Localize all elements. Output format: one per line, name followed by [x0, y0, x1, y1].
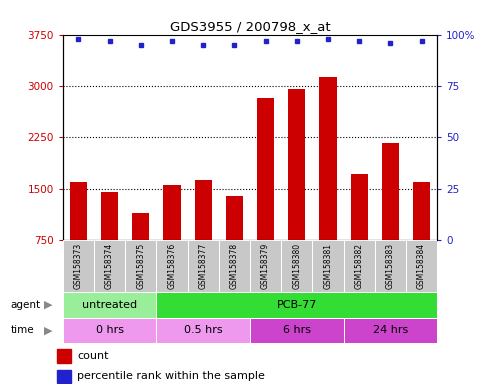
Bar [406, 240, 437, 292]
Text: GSM158376: GSM158376 [168, 243, 176, 289]
Bar [250, 318, 343, 343]
Text: GSM158383: GSM158383 [386, 243, 395, 289]
Bar [413, 182, 430, 240]
Text: GSM158373: GSM158373 [74, 243, 83, 289]
Text: time: time [11, 325, 34, 336]
Text: PCB-77: PCB-77 [277, 300, 317, 310]
Text: agent: agent [11, 300, 41, 310]
Text: 0.5 hrs: 0.5 hrs [184, 325, 223, 336]
Text: GSM158382: GSM158382 [355, 243, 364, 289]
Text: GSM158378: GSM158378 [230, 243, 239, 289]
Bar [132, 213, 149, 240]
Bar [63, 240, 94, 292]
Bar [101, 192, 118, 240]
Text: GSM158379: GSM158379 [261, 243, 270, 289]
Text: untreated: untreated [82, 300, 137, 310]
Text: GSM158380: GSM158380 [292, 243, 301, 289]
Text: GSM158381: GSM158381 [324, 243, 332, 289]
Bar [382, 144, 399, 240]
Text: 0 hrs: 0 hrs [96, 325, 124, 336]
Text: count: count [77, 351, 109, 361]
Text: GSM158375: GSM158375 [136, 243, 145, 289]
Bar [63, 292, 156, 318]
Bar [351, 174, 368, 240]
Text: GSM158384: GSM158384 [417, 243, 426, 289]
Bar [250, 240, 281, 292]
Bar [375, 240, 406, 292]
Bar [195, 180, 212, 240]
Bar [70, 182, 87, 240]
Bar [288, 89, 305, 240]
Bar [313, 240, 343, 292]
Bar [163, 185, 181, 240]
Bar [63, 318, 156, 343]
Text: percentile rank within the sample: percentile rank within the sample [77, 371, 265, 381]
Bar [226, 196, 243, 240]
Bar [187, 240, 219, 292]
Text: GSM158377: GSM158377 [199, 243, 208, 289]
Bar [257, 98, 274, 240]
Bar [156, 318, 250, 343]
Title: GDS3955 / 200798_x_at: GDS3955 / 200798_x_at [170, 20, 330, 33]
Bar [156, 292, 437, 318]
Text: GSM158374: GSM158374 [105, 243, 114, 289]
Text: ▶: ▶ [44, 300, 53, 310]
Bar [57, 370, 71, 383]
Bar [156, 240, 187, 292]
Bar [343, 240, 375, 292]
Bar [343, 318, 437, 343]
Text: ▶: ▶ [44, 325, 53, 336]
Bar [281, 240, 313, 292]
Bar [57, 349, 71, 363]
Text: 6 hrs: 6 hrs [283, 325, 311, 336]
Text: 24 hrs: 24 hrs [373, 325, 408, 336]
Bar [125, 240, 156, 292]
Bar [219, 240, 250, 292]
Bar [94, 240, 125, 292]
Bar [319, 77, 337, 240]
